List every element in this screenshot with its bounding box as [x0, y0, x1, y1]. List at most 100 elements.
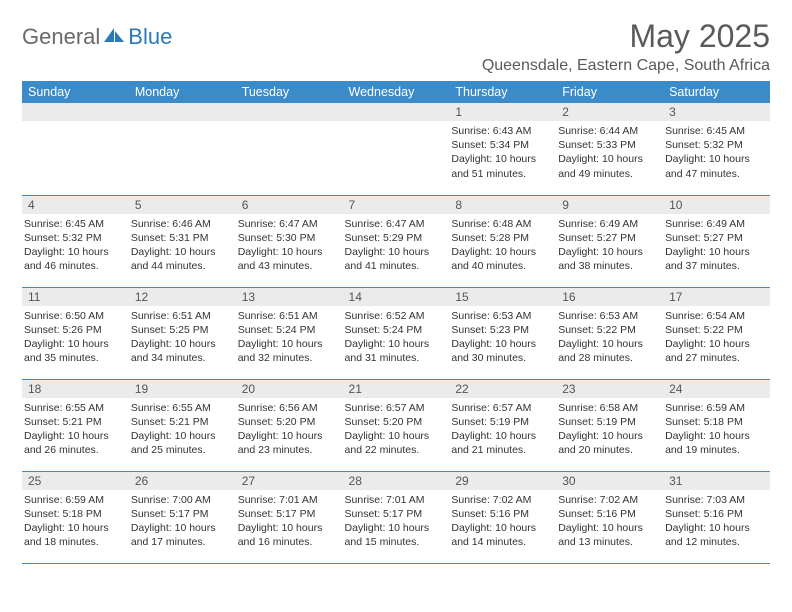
- calendar-day-cell: 15Sunrise: 6:53 AMSunset: 5:23 PMDayligh…: [449, 287, 556, 379]
- calendar-day-cell: 3Sunrise: 6:45 AMSunset: 5:32 PMDaylight…: [663, 103, 770, 195]
- calendar-day-cell: 19Sunrise: 6:55 AMSunset: 5:21 PMDayligh…: [129, 379, 236, 471]
- calendar-day-cell: 2Sunrise: 6:44 AMSunset: 5:33 PMDaylight…: [556, 103, 663, 195]
- day-number: 13: [236, 288, 343, 306]
- calendar-week-row: 4Sunrise: 6:45 AMSunset: 5:32 PMDaylight…: [22, 195, 770, 287]
- calendar-day-cell: 17Sunrise: 6:54 AMSunset: 5:22 PMDayligh…: [663, 287, 770, 379]
- calendar-header-row: SundayMondayTuesdayWednesdayThursdayFrid…: [22, 81, 770, 103]
- day-content: Sunrise: 6:51 AMSunset: 5:25 PMDaylight:…: [129, 306, 236, 369]
- day-content: Sunrise: 6:52 AMSunset: 5:24 PMDaylight:…: [343, 306, 450, 369]
- day-number: 12: [129, 288, 236, 306]
- weekday-header: Saturday: [663, 81, 770, 103]
- weekday-header: Wednesday: [343, 81, 450, 103]
- calendar-day-cell: 4Sunrise: 6:45 AMSunset: 5:32 PMDaylight…: [22, 195, 129, 287]
- calendar-day-cell: 12Sunrise: 6:51 AMSunset: 5:25 PMDayligh…: [129, 287, 236, 379]
- day-content: Sunrise: 6:46 AMSunset: 5:31 PMDaylight:…: [129, 214, 236, 277]
- calendar-day-cell: [236, 103, 343, 195]
- day-content: Sunrise: 6:56 AMSunset: 5:20 PMDaylight:…: [236, 398, 343, 461]
- day-content: Sunrise: 6:45 AMSunset: 5:32 PMDaylight:…: [22, 214, 129, 277]
- calendar-day-cell: 29Sunrise: 7:02 AMSunset: 5:16 PMDayligh…: [449, 471, 556, 563]
- location-subtitle: Queensdale, Eastern Cape, South Africa: [482, 57, 770, 75]
- calendar-day-cell: 9Sunrise: 6:49 AMSunset: 5:27 PMDaylight…: [556, 195, 663, 287]
- calendar-day-cell: 22Sunrise: 6:57 AMSunset: 5:19 PMDayligh…: [449, 379, 556, 471]
- day-number: 28: [343, 472, 450, 490]
- day-number: 14: [343, 288, 450, 306]
- day-number: 8: [449, 196, 556, 214]
- day-content: Sunrise: 6:57 AMSunset: 5:19 PMDaylight:…: [449, 398, 556, 461]
- calendar-day-cell: 11Sunrise: 6:50 AMSunset: 5:26 PMDayligh…: [22, 287, 129, 379]
- calendar-day-cell: 30Sunrise: 7:02 AMSunset: 5:16 PMDayligh…: [556, 471, 663, 563]
- day-number-empty: [22, 103, 129, 121]
- day-content: Sunrise: 6:55 AMSunset: 5:21 PMDaylight:…: [22, 398, 129, 461]
- day-number: 22: [449, 380, 556, 398]
- day-content: Sunrise: 6:59 AMSunset: 5:18 PMDaylight:…: [22, 490, 129, 553]
- logo-text-blue: Blue: [128, 24, 172, 50]
- day-number-empty: [129, 103, 236, 121]
- day-content: Sunrise: 6:48 AMSunset: 5:28 PMDaylight:…: [449, 214, 556, 277]
- calendar-day-cell: [22, 103, 129, 195]
- weekday-header: Friday: [556, 81, 663, 103]
- day-number: 20: [236, 380, 343, 398]
- day-number: 26: [129, 472, 236, 490]
- calendar-day-cell: 7Sunrise: 6:47 AMSunset: 5:29 PMDaylight…: [343, 195, 450, 287]
- day-number: 16: [556, 288, 663, 306]
- calendar-day-cell: 24Sunrise: 6:59 AMSunset: 5:18 PMDayligh…: [663, 379, 770, 471]
- calendar-day-cell: 6Sunrise: 6:47 AMSunset: 5:30 PMDaylight…: [236, 195, 343, 287]
- day-number: 11: [22, 288, 129, 306]
- day-number: 4: [22, 196, 129, 214]
- day-content: Sunrise: 6:43 AMSunset: 5:34 PMDaylight:…: [449, 121, 556, 184]
- day-content: Sunrise: 6:57 AMSunset: 5:20 PMDaylight:…: [343, 398, 450, 461]
- calendar-week-row: 18Sunrise: 6:55 AMSunset: 5:21 PMDayligh…: [22, 379, 770, 471]
- day-content: Sunrise: 6:44 AMSunset: 5:33 PMDaylight:…: [556, 121, 663, 184]
- day-content: Sunrise: 6:53 AMSunset: 5:22 PMDaylight:…: [556, 306, 663, 369]
- day-content: Sunrise: 6:55 AMSunset: 5:21 PMDaylight:…: [129, 398, 236, 461]
- day-number: 2: [556, 103, 663, 121]
- calendar-day-cell: 16Sunrise: 6:53 AMSunset: 5:22 PMDayligh…: [556, 287, 663, 379]
- calendar-day-cell: 5Sunrise: 6:46 AMSunset: 5:31 PMDaylight…: [129, 195, 236, 287]
- day-number: 10: [663, 196, 770, 214]
- day-content: Sunrise: 7:00 AMSunset: 5:17 PMDaylight:…: [129, 490, 236, 553]
- day-content: Sunrise: 6:59 AMSunset: 5:18 PMDaylight:…: [663, 398, 770, 461]
- day-content: Sunrise: 7:02 AMSunset: 5:16 PMDaylight:…: [449, 490, 556, 553]
- day-number: 25: [22, 472, 129, 490]
- day-number: 1: [449, 103, 556, 121]
- calendar-day-cell: 25Sunrise: 6:59 AMSunset: 5:18 PMDayligh…: [22, 471, 129, 563]
- day-content: Sunrise: 6:47 AMSunset: 5:30 PMDaylight:…: [236, 214, 343, 277]
- day-number: 31: [663, 472, 770, 490]
- calendar-day-cell: 18Sunrise: 6:55 AMSunset: 5:21 PMDayligh…: [22, 379, 129, 471]
- calendar-day-cell: [343, 103, 450, 195]
- day-number: 9: [556, 196, 663, 214]
- header: General Blue May 2025 Queensdale, Easter…: [22, 18, 770, 75]
- day-number: 29: [449, 472, 556, 490]
- logo-text-general: General: [22, 24, 100, 50]
- logo: General Blue: [22, 18, 172, 50]
- calendar-day-cell: 13Sunrise: 6:51 AMSunset: 5:24 PMDayligh…: [236, 287, 343, 379]
- day-number: 19: [129, 380, 236, 398]
- logo-sail-icon: [102, 26, 126, 44]
- calendar-day-cell: 1Sunrise: 6:43 AMSunset: 5:34 PMDaylight…: [449, 103, 556, 195]
- day-number: 21: [343, 380, 450, 398]
- calendar-day-cell: 31Sunrise: 7:03 AMSunset: 5:16 PMDayligh…: [663, 471, 770, 563]
- calendar-day-cell: 28Sunrise: 7:01 AMSunset: 5:17 PMDayligh…: [343, 471, 450, 563]
- day-content: Sunrise: 6:49 AMSunset: 5:27 PMDaylight:…: [663, 214, 770, 277]
- calendar-day-cell: 21Sunrise: 6:57 AMSunset: 5:20 PMDayligh…: [343, 379, 450, 471]
- weekday-header: Thursday: [449, 81, 556, 103]
- calendar-day-cell: 8Sunrise: 6:48 AMSunset: 5:28 PMDaylight…: [449, 195, 556, 287]
- day-content: Sunrise: 7:03 AMSunset: 5:16 PMDaylight:…: [663, 490, 770, 553]
- calendar-day-cell: 20Sunrise: 6:56 AMSunset: 5:20 PMDayligh…: [236, 379, 343, 471]
- day-number: 5: [129, 196, 236, 214]
- day-number: 27: [236, 472, 343, 490]
- day-content: Sunrise: 6:49 AMSunset: 5:27 PMDaylight:…: [556, 214, 663, 277]
- weekday-header: Monday: [129, 81, 236, 103]
- calendar-day-cell: [129, 103, 236, 195]
- title-block: May 2025 Queensdale, Eastern Cape, South…: [482, 18, 770, 75]
- calendar-body: 1Sunrise: 6:43 AMSunset: 5:34 PMDaylight…: [22, 103, 770, 563]
- day-number-empty: [236, 103, 343, 121]
- day-number: 15: [449, 288, 556, 306]
- weekday-header: Sunday: [22, 81, 129, 103]
- day-content: Sunrise: 6:45 AMSunset: 5:32 PMDaylight:…: [663, 121, 770, 184]
- day-number: 18: [22, 380, 129, 398]
- day-number-empty: [343, 103, 450, 121]
- day-content: Sunrise: 7:02 AMSunset: 5:16 PMDaylight:…: [556, 490, 663, 553]
- day-number: 30: [556, 472, 663, 490]
- day-content: Sunrise: 6:54 AMSunset: 5:22 PMDaylight:…: [663, 306, 770, 369]
